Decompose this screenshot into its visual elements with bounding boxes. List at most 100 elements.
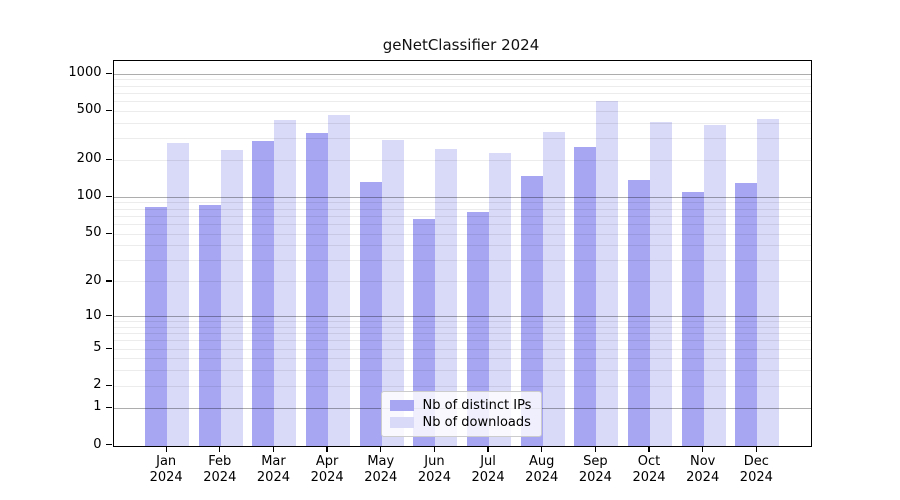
y-tick-mark-100	[106, 195, 112, 198]
gridline-100	[113, 196, 811, 198]
legend: Nb of distinct IPs Nb of downloads	[380, 390, 543, 437]
bar-downloads-oct	[650, 121, 673, 446]
x-tick-mark-sep	[594, 445, 597, 452]
x-tick-mark-oct	[648, 445, 650, 452]
bar-distinct-ips-jan	[145, 206, 168, 446]
y-tick-mark-0	[106, 444, 112, 446]
gridline-900	[113, 79, 811, 81]
x-tick-label-dec: Dec 2024	[739, 453, 773, 486]
gridline-5	[113, 348, 811, 350]
gridline-6	[113, 340, 811, 342]
gridline-10	[113, 316, 811, 318]
bar-distinct-ips-nov	[681, 192, 704, 446]
bar-downloads-nov	[703, 124, 726, 446]
x-tick-label-may: May 2024	[364, 453, 398, 486]
gridline-2	[113, 385, 811, 387]
y-tick-mark-200	[106, 158, 112, 161]
chart-title: geNetClassifier 2024	[382, 36, 540, 54]
y-tick-label-0: 0	[93, 436, 102, 452]
bar-distinct-ips-aug	[520, 175, 543, 446]
legend-swatch-downloads	[389, 416, 414, 428]
bar-distinct-ips-sep	[574, 146, 597, 446]
bar-downloads-jul	[489, 153, 512, 446]
bar-distinct-ips-jul	[467, 211, 490, 446]
gridline-20	[113, 281, 811, 283]
x-tick-mark-dec	[755, 445, 757, 452]
y-tick-mark-1000	[106, 72, 112, 74]
gridline-70	[113, 215, 811, 217]
x-tick-label-nov: Nov 2024	[686, 453, 720, 486]
bar-distinct-ips-dec	[735, 183, 758, 446]
legend-swatch-distinct-ips	[389, 399, 414, 411]
bar-distinct-ips-mar	[252, 141, 275, 446]
x-tick-label-sep: Sep 2024	[578, 453, 612, 486]
bar-distinct-ips-oct	[628, 180, 651, 446]
y-tick-label-5: 5	[93, 340, 102, 356]
bar-downloads-feb	[220, 150, 243, 446]
gridline-800	[113, 85, 811, 87]
gridline-200	[113, 159, 811, 161]
y-tick-mark-50	[106, 232, 112, 234]
gridline-600	[113, 100, 811, 102]
x-tick-label-jan: Jan 2024	[149, 453, 183, 486]
bar-downloads-dec	[757, 118, 780, 446]
x-tick-label-jun: Jun 2024	[417, 453, 451, 486]
y-tick-mark-10	[106, 315, 112, 317]
bar-downloads-jun	[435, 148, 458, 446]
y-tick-label-50: 50	[84, 225, 102, 241]
bar-distinct-ips-may	[359, 182, 382, 446]
x-tick-mark-mar	[272, 445, 275, 452]
x-tick-mark-aug	[541, 445, 543, 452]
bar-downloads-may	[381, 140, 404, 446]
legend-item-downloads: Nb of downloads	[389, 414, 532, 431]
x-tick-label-aug: Aug 2024	[525, 453, 559, 486]
y-tick-mark-500	[106, 109, 112, 112]
gridline-9	[113, 321, 811, 323]
gridline-700	[113, 92, 811, 94]
x-tick-mark-may	[380, 445, 382, 452]
y-tick-label-10: 10	[84, 307, 102, 323]
bar-downloads-sep	[596, 101, 619, 446]
legend-label-distinct-ips: Nb of distinct IPs	[422, 397, 532, 413]
y-tick-mark-20	[106, 280, 112, 282]
gridline-60	[113, 223, 811, 225]
y-tick-mark-2	[106, 384, 112, 387]
gridline-30	[113, 260, 811, 262]
y-tick-label-1000: 1000	[68, 65, 102, 81]
x-tick-label-mar: Mar 2024	[256, 453, 290, 486]
bar-downloads-jan	[167, 142, 190, 446]
y-tick-label-500: 500	[76, 102, 102, 118]
x-tick-mark-nov	[702, 445, 704, 452]
y-tick-mark-1	[106, 406, 112, 409]
gridline-4	[113, 358, 811, 360]
x-tick-label-apr: Apr 2024	[310, 453, 344, 486]
x-tick-mark-jan	[165, 445, 167, 452]
bar-downloads-aug	[542, 132, 565, 446]
y-tick-label-1: 1	[93, 399, 102, 415]
x-tick-mark-jul	[487, 445, 489, 452]
x-tick-mark-jun	[433, 445, 436, 452]
bar-distinct-ips-feb	[198, 205, 221, 446]
bar-distinct-ips-jun	[413, 219, 436, 446]
y-tick-label-100: 100	[76, 188, 102, 204]
legend-label-downloads: Nb of downloads	[422, 414, 531, 430]
gridline-50	[113, 233, 811, 235]
x-tick-mark-apr	[326, 445, 328, 452]
y-tick-label-200: 200	[76, 151, 102, 167]
x-tick-label-feb: Feb 2024	[203, 453, 237, 486]
x-tick-mark-feb	[219, 445, 221, 452]
y-tick-label-20: 20	[84, 272, 102, 288]
gridline-8	[113, 326, 811, 328]
gridline-90	[113, 202, 811, 204]
y-tick-mark-5	[106, 347, 112, 349]
bar-downloads-apr	[328, 115, 351, 446]
gridline-300	[113, 138, 811, 140]
gridline-3	[113, 370, 811, 372]
bar-distinct-ips-apr	[306, 132, 329, 446]
gridline-500	[113, 110, 811, 112]
gridline-1000	[113, 73, 811, 75]
x-tick-label-oct: Oct 2024	[632, 453, 666, 486]
plot-area: Nb of distinct IPs Nb of downloads	[112, 59, 812, 447]
gridline-40	[113, 245, 811, 247]
